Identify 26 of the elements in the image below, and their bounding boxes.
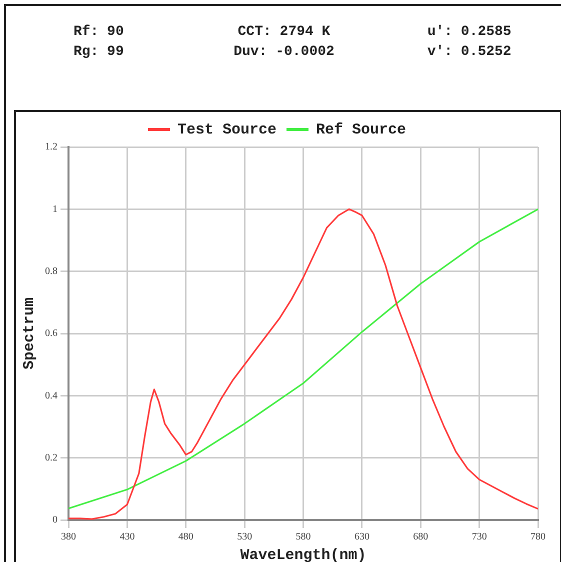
y-tick-label: 1	[52, 204, 58, 215]
legend-label: Ref Source	[316, 121, 406, 138]
text: Duv: -0.0002	[232, 44, 336, 60]
y-tick-label: 0	[52, 514, 58, 526]
x-tick-label: 430	[120, 532, 135, 543]
x-tick-label: 780	[530, 532, 546, 543]
y-tick-label: 0.8	[45, 266, 58, 277]
x-tick-label: 730	[472, 532, 487, 543]
x-tick-label: 630	[354, 532, 370, 543]
x-tick-label: 380	[61, 532, 76, 543]
x-axis-title: WaveLength(nm)	[240, 546, 366, 562]
text: Rg: 99	[72, 44, 125, 60]
text: CCT: 2794 K	[236, 24, 332, 40]
y-tick-label: 0.2	[45, 452, 58, 464]
text: Rf: 90	[72, 24, 125, 40]
legend-label: Test Source	[177, 121, 277, 138]
y-tick-label: 0.6	[45, 328, 58, 340]
y-axis-title: Spectrum	[20, 297, 38, 370]
x-tick-label: 680	[413, 532, 428, 543]
y-tick-label: 0.4	[45, 390, 58, 402]
text: v': 0.5252	[426, 44, 512, 60]
x-tick-label: 580	[296, 532, 311, 543]
x-tick-label: 530	[237, 532, 252, 543]
x-tick-label: 480	[178, 532, 194, 543]
y-tick-label: 1.2	[45, 142, 58, 153]
text: u': 0.2585	[426, 24, 512, 40]
